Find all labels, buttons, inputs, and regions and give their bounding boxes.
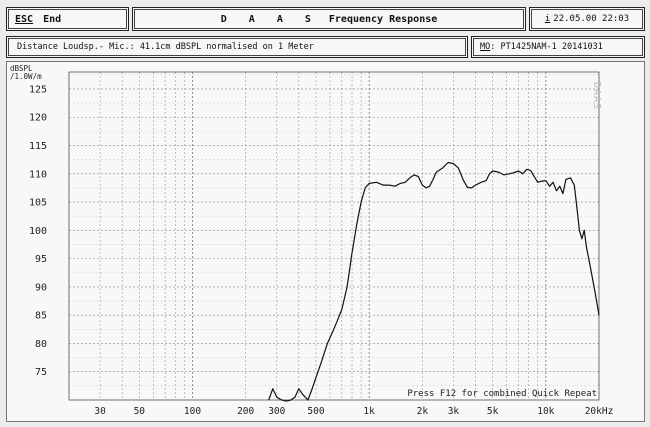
end-button[interactable]: ESC End — [6, 7, 129, 31]
x-tick-label: 500 — [307, 406, 324, 417]
date-key-label: i — [544, 14, 551, 24]
y-tick-label: 105 — [29, 198, 47, 209]
x-tick-label: 20kHz — [585, 406, 614, 417]
x-tick-label: 10k — [537, 406, 554, 417]
measurement-info-text: Distance Loudsp.- Mic.: 41.1cm dBSPL nor… — [17, 42, 314, 52]
app-name: D A A S — [220, 13, 319, 25]
y-tick-label: 110 — [29, 169, 47, 180]
y-tick-label: 90 — [35, 282, 47, 293]
y-axis-label: dBSPL — [10, 64, 33, 73]
model-field[interactable]: MO : PT1425NAM-1 20141031 — [471, 36, 645, 58]
end-label: End — [43, 13, 62, 25]
y-tick-label: 100 — [29, 226, 47, 237]
x-tick-label: 100 — [184, 406, 201, 417]
footer-note: Press F12 for combined Quick Repeat — [407, 389, 597, 399]
window-title: D A A S Frequency Response — [132, 7, 526, 31]
x-tick-label: 30 — [94, 406, 106, 417]
frequency-response-plot: 75 80 85 90 95 100 105 110 115 120 125 dBSPL/1.0W/m… — [10, 64, 614, 417]
x-tick-label: 50 — [134, 406, 146, 417]
page-title: Frequency Response — [328, 13, 438, 25]
plot-area-frame — [68, 71, 600, 401]
y-tick-label: 80 — [35, 339, 47, 350]
x-tick-label: 2k — [417, 406, 429, 417]
x-tick-label: 300 — [268, 406, 285, 417]
date-time-field[interactable]: i 22.05.00 22:03 — [529, 7, 645, 31]
x-tick-label: 3k — [448, 406, 460, 417]
measurement-info: Distance Loudsp.- Mic.: 41.1cm dBSPL nor… — [6, 36, 468, 58]
frequency-response-chart: 75 80 85 90 95 100 105 110 115 120 125 dBSPL/1.0W/m… — [6, 61, 645, 422]
date-time-value: 22.05.00 22:03 — [553, 14, 630, 24]
y-tick-label: 95 — [35, 254, 47, 265]
y-tick-label: 125 — [29, 84, 47, 95]
model-value: : PT1425NAM-1 20141031 — [490, 42, 603, 52]
x-tick-label: 200 — [237, 406, 254, 417]
x-tick-label: 1k — [363, 406, 375, 417]
y-tick-label: 75 — [35, 367, 47, 378]
x-tick-label: 5k — [487, 406, 499, 417]
watermark: DAAS — [591, 82, 602, 110]
y-tick-label: 115 — [29, 141, 47, 152]
model-key-label: MO — [480, 42, 491, 52]
y-axis-label: /1.0W/m — [10, 72, 42, 81]
esc-key-label: ESC — [15, 13, 34, 25]
y-tick-label: 120 — [29, 113, 47, 124]
frequency-response-curve — [268, 161, 600, 402]
y-tick-label: 85 — [35, 311, 47, 322]
